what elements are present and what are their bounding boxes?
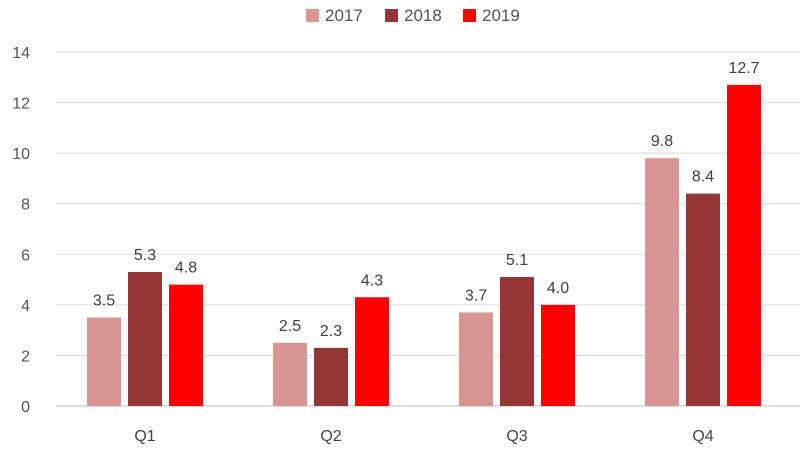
y-tick-label: 6 [21, 247, 30, 264]
legend: 2017 2018 2019 [306, 6, 520, 25]
data-label: 2.5 [279, 318, 301, 335]
data-label: 4.8 [175, 260, 197, 277]
bar-2019-Q2 [355, 297, 389, 406]
data-label: 8.4 [692, 169, 714, 186]
bar-2017-Q1 [87, 317, 121, 406]
legend-swatch-2019 [463, 9, 476, 22]
data-label: 4.0 [547, 280, 569, 297]
y-tick-label: 12 [12, 96, 30, 113]
bars [87, 84, 761, 406]
bar-2017-Q3 [459, 312, 493, 406]
legend-label: 2019 [482, 6, 520, 25]
y-tick-label: 8 [21, 197, 30, 214]
data-label: 12.7 [728, 60, 759, 77]
x-category-label: Q4 [692, 428, 713, 445]
x-category-label: Q2 [320, 428, 341, 445]
data-labels: 3.5 5.3 4.8 2.5 2.3 4.3 3.7 5.1 4.0 9.8 8.4 12.7 [93, 60, 760, 340]
bar-2018-Q1 [128, 271, 162, 406]
bar-2019-Q4 [727, 84, 761, 406]
data-label: 5.3 [134, 247, 156, 264]
data-label: 4.3 [361, 272, 383, 289]
x-category-label: Q3 [506, 428, 527, 445]
y-tick-label: 4 [21, 298, 30, 315]
y-tick-label: 10 [12, 146, 30, 163]
legend-swatch-2018 [385, 9, 398, 22]
bar-2019-Q1 [169, 284, 203, 406]
bar-2017-Q2 [273, 342, 307, 406]
data-label: 2.3 [320, 323, 342, 340]
legend-swatch-2017 [306, 9, 319, 22]
data-label: 3.7 [465, 287, 487, 304]
x-axis-categories: Q1 Q2 Q3 Q4 [134, 428, 713, 445]
bar-2018-Q2 [314, 347, 348, 406]
bar-2019-Q3 [541, 304, 575, 406]
y-tick-label: 14 [12, 45, 30, 62]
bar-2018-Q4 [686, 193, 720, 406]
data-label: 5.1 [506, 252, 528, 269]
bar-2017-Q4 [645, 158, 679, 406]
x-category-label: Q1 [134, 428, 155, 445]
y-axis-ticks: 0 2 4 6 8 10 12 14 [12, 45, 30, 416]
y-tick-label: 2 [21, 348, 30, 365]
bar-2018-Q3 [500, 277, 534, 406]
legend-label: 2017 [325, 6, 363, 25]
data-label: 9.8 [651, 133, 673, 150]
y-tick-label: 0 [21, 399, 30, 416]
legend-label: 2018 [404, 6, 442, 25]
data-label: 3.5 [93, 293, 115, 310]
